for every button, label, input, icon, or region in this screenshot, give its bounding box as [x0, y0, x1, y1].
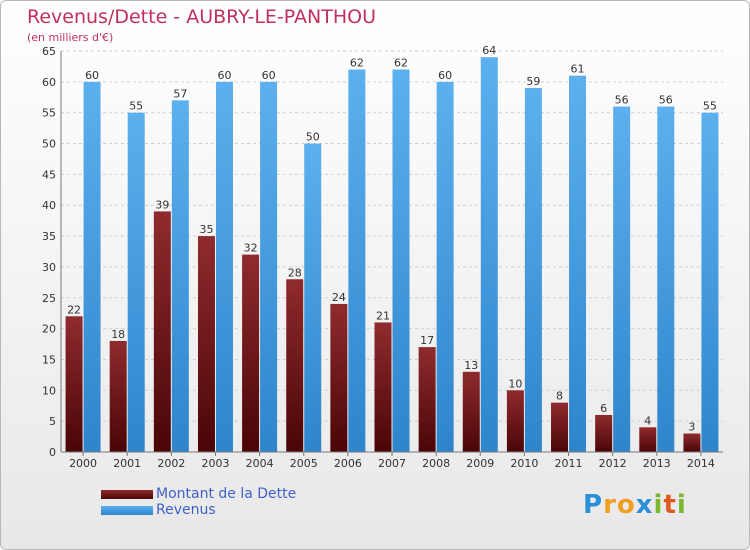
y-tick-label: 25	[42, 292, 56, 305]
data-label-debt: 10	[508, 377, 522, 390]
data-label-debt: 18	[111, 328, 125, 341]
data-label-revenue: 62	[394, 57, 408, 70]
data-label-revenue: 55	[129, 100, 143, 113]
y-tick-label: 15	[42, 353, 56, 366]
data-label-debt: 22	[67, 303, 81, 316]
bar-debt	[683, 433, 701, 452]
data-label-revenue: 57	[173, 87, 187, 100]
bar-revenue	[171, 100, 189, 452]
bar-revenue	[657, 106, 675, 453]
data-label-debt: 8	[556, 390, 563, 403]
y-tick-label: 30	[42, 261, 56, 274]
x-tick-label: 2011	[555, 457, 583, 470]
chart-subtitle: (en milliers d'€)	[27, 31, 114, 44]
data-label-debt: 6	[600, 402, 607, 415]
data-label-debt: 24	[332, 291, 346, 304]
data-label-debt: 28	[288, 266, 302, 279]
bar-debt	[286, 279, 304, 452]
bar-revenue	[613, 106, 631, 453]
bar-debt	[418, 347, 436, 452]
y-tick-label: 60	[42, 76, 56, 89]
bar-debt	[506, 390, 524, 452]
x-tick-label: 2009	[466, 457, 494, 470]
x-tick-label: 2002	[157, 457, 185, 470]
y-tick-label: 50	[42, 138, 56, 151]
bar-revenue	[215, 81, 233, 452]
data-label-debt: 4	[644, 414, 651, 427]
x-tick-label: 2003	[201, 457, 229, 470]
x-tick-label: 2008	[422, 457, 450, 470]
bar-debt	[595, 414, 613, 452]
bar-debt	[330, 303, 348, 452]
data-label-revenue: 64	[482, 44, 496, 57]
bar-revenue	[392, 69, 410, 452]
bar-debt	[153, 211, 171, 452]
data-label-debt: 35	[199, 223, 213, 236]
x-tick-label: 2013	[643, 457, 671, 470]
bar-debt	[197, 236, 215, 452]
bar-debt	[109, 340, 127, 452]
legend-label-revenue: Revenus	[156, 502, 216, 518]
data-label-revenue: 62	[350, 57, 364, 70]
bar-revenue	[348, 69, 366, 452]
bar-revenue	[569, 75, 587, 452]
data-label-debt: 3	[688, 420, 695, 433]
bar-revenue	[260, 81, 278, 452]
data-label-debt: 13	[464, 359, 478, 372]
y-tick-label: 20	[42, 323, 56, 336]
x-tick-label: 2007	[378, 457, 406, 470]
chart-title: Revenus/Dette - AUBRY-LE-PANTHOU	[27, 6, 376, 28]
legend-label-debt: Montant de la Dette	[156, 486, 297, 502]
x-tick-label: 2000	[69, 457, 97, 470]
data-label-debt: 17	[420, 334, 434, 347]
bar-revenue	[304, 143, 322, 453]
bar-revenue	[127, 112, 145, 452]
bar-revenue	[524, 88, 542, 452]
y-tick-label: 65	[42, 45, 56, 58]
bar-revenue	[701, 112, 719, 452]
y-tick-label: 5	[49, 415, 56, 428]
x-tick-label: 2006	[334, 457, 362, 470]
bar-debt	[242, 254, 260, 452]
y-tick-label: 40	[42, 199, 56, 212]
data-label-revenue: 59	[526, 75, 540, 88]
x-tick-label: 2014	[687, 457, 715, 470]
data-label-revenue: 55	[703, 100, 717, 113]
data-label-revenue: 60	[217, 69, 231, 82]
data-label-revenue: 56	[659, 94, 673, 107]
bar-revenue	[480, 57, 498, 453]
x-tick-label: 2004	[246, 457, 274, 470]
y-tick-label: 55	[42, 107, 56, 120]
data-label-debt: 21	[376, 309, 390, 322]
x-tick-label: 2005	[290, 457, 318, 470]
bar-debt	[374, 322, 392, 452]
data-label-debt: 39	[155, 198, 169, 211]
data-label-revenue: 50	[306, 131, 320, 144]
y-tick-label: 45	[42, 168, 56, 181]
legend-swatch-debt	[101, 490, 153, 499]
data-label-revenue: 61	[571, 63, 585, 76]
bar-debt	[65, 316, 83, 452]
x-tick-label: 2001	[113, 457, 141, 470]
data-label-revenue: 56	[615, 94, 629, 107]
bar-debt	[462, 371, 480, 452]
y-tick-label: 35	[42, 230, 56, 243]
data-label-revenue: 60	[262, 69, 276, 82]
x-tick-label: 2010	[510, 457, 538, 470]
bar-revenue	[436, 81, 454, 452]
y-tick-label: 10	[42, 384, 56, 397]
proxiti-logo: Proxiti	[583, 490, 687, 520]
data-label-revenue: 60	[85, 69, 99, 82]
legend-swatch-revenue	[101, 506, 153, 515]
data-label-debt: 32	[244, 242, 258, 255]
y-tick-label: 0	[49, 446, 56, 459]
x-tick-label: 2012	[599, 457, 627, 470]
data-label-revenue: 60	[438, 69, 452, 82]
bar-debt	[551, 402, 569, 452]
bar-revenue	[83, 81, 101, 452]
bar-debt	[639, 427, 657, 452]
